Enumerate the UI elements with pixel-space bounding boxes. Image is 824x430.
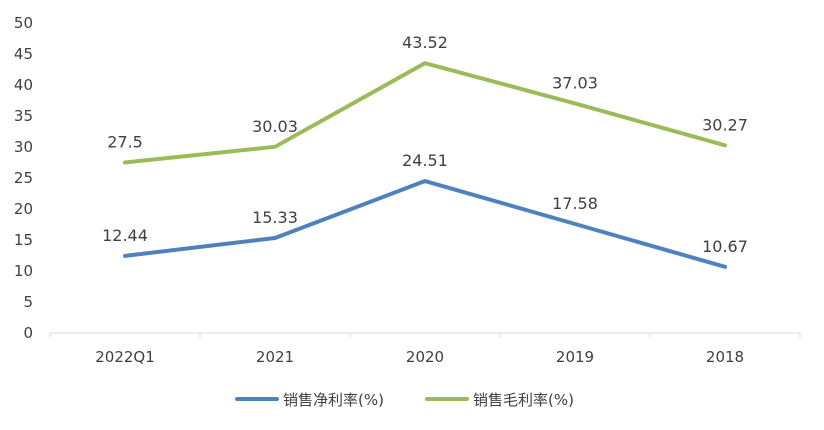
x-tick-label: 2018 xyxy=(706,348,744,366)
legend: 销售净利率(%) 销售毛利率(%) xyxy=(235,391,574,409)
data-label: 30.03 xyxy=(252,117,298,136)
series-line xyxy=(123,61,727,165)
data-label: 15.33 xyxy=(252,208,298,227)
y-tick-label: 30 xyxy=(14,138,33,156)
data-label: 17.58 xyxy=(552,194,598,213)
x-tick-label: 2022Q1 xyxy=(95,348,155,366)
y-tick-label: 0 xyxy=(23,324,33,342)
legend-label: 销售毛利率(%) xyxy=(473,391,574,409)
data-label: 30.27 xyxy=(702,115,748,134)
x-tick-label: 2020 xyxy=(406,348,444,366)
y-tick-label: 20 xyxy=(14,200,33,218)
y-tick-label: 5 xyxy=(23,293,33,311)
y-tick-label: 40 xyxy=(14,76,33,94)
legend-label: 销售净利率(%) xyxy=(283,391,384,409)
y-tick-label: 45 xyxy=(14,45,33,63)
series-line xyxy=(123,179,727,269)
y-tick-label: 10 xyxy=(14,262,33,280)
data-label: 10.67 xyxy=(702,237,748,256)
data-labels: 12.44 15.33 24.51 17.58 10.67 27.5 30.03 43.52 3… xyxy=(102,33,748,256)
y-tick-label: 15 xyxy=(14,231,33,249)
data-label: 27.5 xyxy=(107,133,143,152)
data-label: 43.52 xyxy=(402,33,448,52)
y-tick-label: 50 xyxy=(14,14,33,32)
x-tick-label: 2021 xyxy=(256,348,294,366)
data-label: 12.44 xyxy=(102,226,148,245)
data-label: 24.51 xyxy=(402,151,448,170)
data-label: 37.03 xyxy=(552,73,598,92)
y-tick-label: 35 xyxy=(14,107,33,125)
x-axis: 2022Q1 2021 2020 2019 2018 xyxy=(49,333,801,366)
y-axis: 0 5 10 15 20 25 30 35 40 45 50 xyxy=(14,14,33,342)
series-lines xyxy=(123,61,727,269)
x-tick-label: 2019 xyxy=(556,348,594,366)
y-tick-label: 25 xyxy=(14,169,33,187)
